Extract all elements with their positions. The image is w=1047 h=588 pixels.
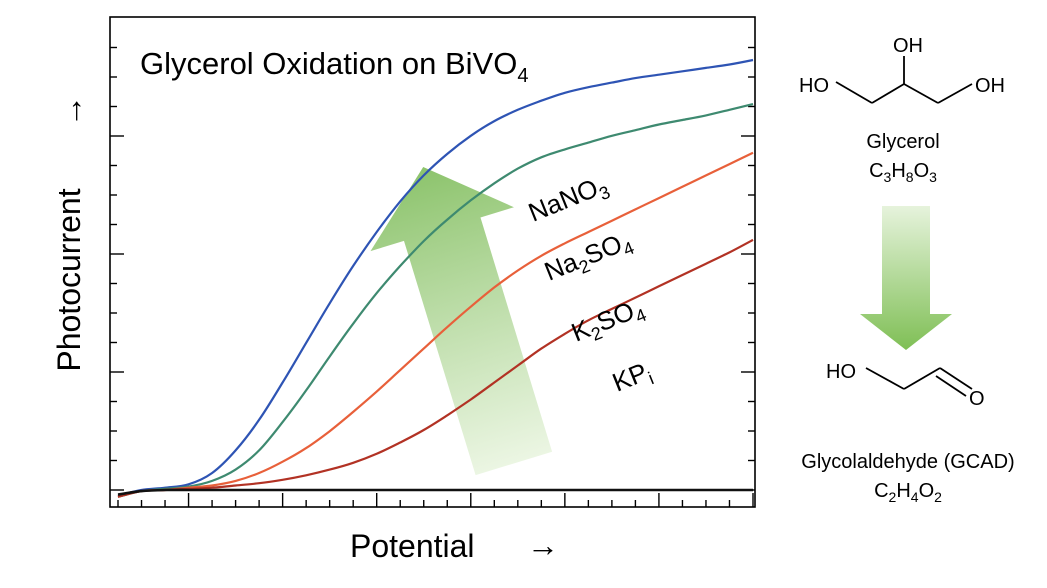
series-label-na2so4: Na2SO4: [540, 225, 637, 291]
curve-kpi: [117, 238, 754, 498]
reaction-arrow: [860, 206, 952, 350]
curve-na2so4: [117, 103, 754, 498]
series-label-nano3: NaNO3: [524, 169, 613, 231]
gcad-formula: C2H4O2: [874, 480, 942, 505]
glycerol-oh-right: OH: [975, 75, 1005, 97]
x-axis-arrow: →: [527, 527, 559, 563]
glycerol-formula: C3H8O3: [869, 160, 937, 185]
series-label-kpi: KPi: [608, 355, 657, 401]
glycerol-structure: [835, 56, 973, 104]
curves-layer: [117, 58, 754, 498]
chart-title: Glycerol Oxidation on BiVO4: [140, 46, 528, 87]
gcad-o: O: [969, 388, 985, 410]
curve-nano3: [117, 58, 754, 497]
glycerol-name: Glycerol: [866, 131, 939, 153]
gcad-ho: HO: [826, 361, 856, 383]
y-axis-label: Photocurrent: [51, 188, 87, 371]
y-axis-arrow: →: [53, 95, 89, 127]
plot-frame: [109, 16, 756, 508]
gcad-structure: [865, 367, 973, 397]
gcad-name: Glycolaldehyde (GCAD): [801, 451, 1014, 473]
axis-ticks: [110, 46, 755, 507]
series-label-k2so4: K2SO4: [567, 292, 649, 352]
glycerol-oh-top: OH: [893, 35, 923, 57]
curve-k2so4: [117, 151, 754, 498]
trend-arrow: [370, 166, 553, 476]
curve-dark: [117, 488, 753, 496]
x-axis-label: Potential: [350, 528, 475, 564]
glycerol-ho-left: HO: [799, 75, 829, 97]
